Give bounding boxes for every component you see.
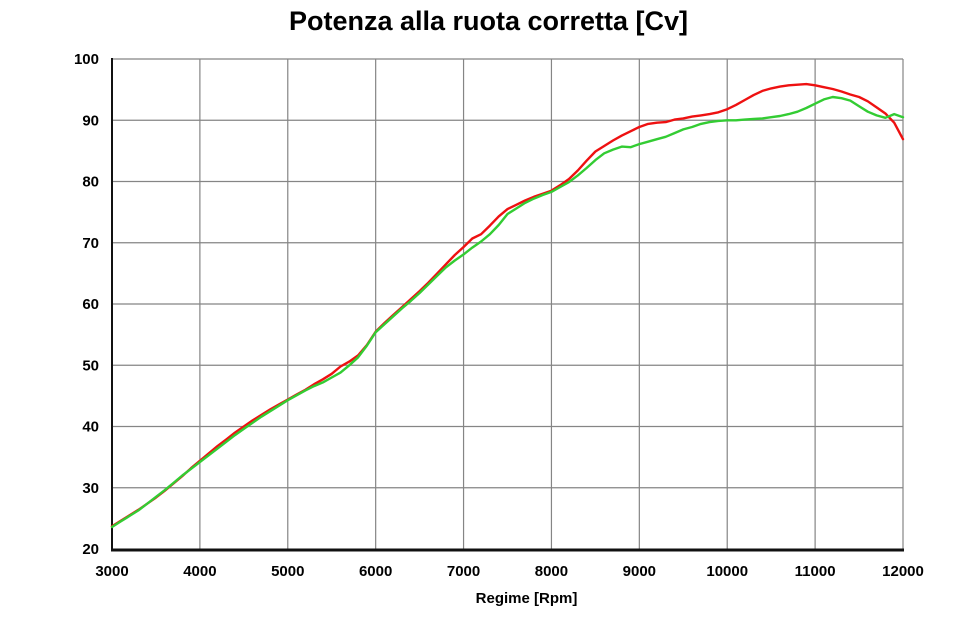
y-tick-label-90: 90 — [82, 112, 99, 129]
y-tick-label-20: 20 — [82, 541, 99, 558]
y-tick-label-30: 30 — [82, 480, 99, 497]
x-tick-label-3000: 3000 — [95, 563, 128, 580]
y-tick-label-70: 70 — [82, 235, 99, 252]
x-tick-label-12000: 12000 — [882, 563, 924, 580]
x-axis-title: Regime [Rpm] — [475, 590, 578, 607]
y-tick-label-100: 100 — [74, 51, 99, 68]
x-tick-label-9000: 9000 — [623, 563, 656, 580]
y-tick-label-60: 60 — [82, 296, 99, 313]
series-line-red-run — [110, 82, 905, 528]
x-tick-label-8000: 8000 — [535, 563, 568, 580]
series-line-green-run — [110, 95, 905, 529]
y-tick-label-40: 40 — [82, 419, 99, 436]
x-tick-label-7000: 7000 — [447, 563, 480, 580]
x-tick-label-5000: 5000 — [271, 563, 304, 580]
x-tick-label-11000: 11000 — [795, 563, 836, 580]
x-tick-label-10000: 10000 — [706, 563, 748, 580]
x-tick-label-4000: 4000 — [183, 563, 216, 580]
x-tick-label-6000: 6000 — [359, 563, 392, 580]
y-tick-label-50: 50 — [82, 357, 99, 374]
y-tick-label-80: 80 — [82, 174, 99, 191]
chart-title: Potenza alla ruota corretta [Cv] — [288, 6, 689, 36]
